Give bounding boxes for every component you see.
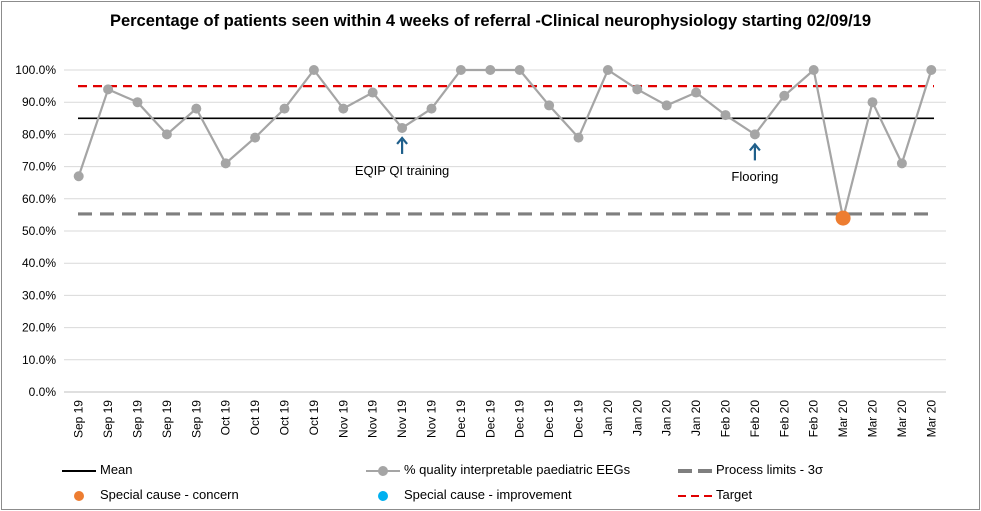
annotation-arrow-head: [396, 136, 408, 145]
y-tick-label: 60.0%: [22, 192, 56, 206]
x-tick-label: Dec 19: [454, 400, 468, 438]
data-point: [544, 100, 555, 111]
series-line: [77, 67, 933, 219]
legend-label-target: Target: [716, 487, 753, 502]
annotation-arrow-head: [749, 142, 761, 152]
legend-label-mean: Mean: [100, 462, 133, 477]
series-line-swatch: [366, 464, 400, 476]
x-tick-label: Mar 20: [895, 400, 909, 438]
special-improvement-swatch: [366, 489, 400, 501]
data-point: [132, 97, 143, 108]
data-point: [308, 65, 319, 75]
y-tick-label: 0.0%: [29, 385, 57, 399]
data-point: [191, 103, 202, 114]
x-tick-label: Sep 19: [160, 400, 174, 438]
x-tick-label: Nov 19: [395, 400, 409, 438]
x-tick-label: Jan 20: [689, 400, 703, 436]
data-point: [279, 103, 290, 114]
x-tick-label: Oct 19: [307, 400, 321, 436]
x-tick-label: Mar 20: [866, 400, 880, 438]
legend-label-special-improvement: Special cause - improvement: [404, 487, 572, 502]
legend-label-series: % quality interpretable paediatric EEGs: [404, 462, 631, 477]
data-point: [426, 103, 437, 114]
legend-item-mean: Mean: [62, 462, 133, 477]
data-point: [573, 132, 584, 143]
y-tick-label: 40.0%: [22, 256, 56, 270]
data-point: [161, 129, 172, 140]
chart-title: Percentage of patients seen within 4 wee…: [109, 12, 872, 30]
y-tick-label: 80.0%: [22, 127, 56, 141]
legend-item-special-improvement: Special cause - improvement: [366, 487, 572, 502]
x-tick-label: Sep 19: [101, 400, 115, 438]
x-tick-label: Sep 19: [131, 400, 145, 438]
x-tick-label: Oct 19: [248, 400, 262, 436]
data-point: [749, 129, 760, 140]
y-tick-label: 20.0%: [22, 321, 56, 335]
y-tick-label: 10.0%: [22, 353, 56, 367]
data-point: [808, 65, 819, 75]
legend-item-process-limits: Process limits - 3σ: [678, 462, 823, 477]
y-tick-label: 50.0%: [22, 224, 56, 238]
x-tick-label: Dec 19: [542, 400, 556, 438]
legend-item-series: % quality interpretable paediatric EEGs: [366, 462, 630, 477]
data-point: [602, 65, 613, 75]
legend-item-target: Target: [678, 487, 752, 502]
x-tick-label: Jan 20: [630, 400, 644, 436]
x-tick-label: Sep 19: [72, 400, 86, 438]
y-tick-label: 30.0%: [22, 288, 56, 302]
y-tick-label: 100.0%: [15, 63, 56, 77]
y-tick-label: 70.0%: [22, 160, 56, 174]
x-tick-label: Feb 20: [807, 400, 821, 438]
special-cause-concern-point: [835, 210, 851, 226]
process-limit-swatch: [678, 464, 712, 476]
data-point: [250, 132, 261, 143]
data-point: [896, 158, 907, 169]
annotation-label: Flooring: [731, 169, 779, 185]
data-point: [485, 65, 496, 75]
x-tick-label: Oct 19: [278, 400, 292, 436]
data-point: [73, 171, 84, 182]
target-swatch: [678, 489, 712, 501]
x-tick-label: Jan 20: [660, 400, 674, 436]
x-tick-label: Dec 19: [572, 400, 586, 438]
data-point: [338, 103, 349, 114]
data-point: [779, 90, 790, 101]
x-tick-label: Dec 19: [483, 400, 497, 438]
x-tick-label: Oct 19: [219, 400, 233, 436]
data-point: [691, 87, 702, 98]
x-tick-label: Feb 20: [748, 400, 762, 438]
legend-item-special-concern: Special cause - concern: [62, 487, 239, 502]
data-point: [220, 158, 231, 169]
data-point: [632, 84, 643, 95]
x-tick-label: Dec 19: [513, 400, 527, 438]
legend-label-special-concern: Special cause - concern: [100, 487, 239, 502]
x-tick-label: Jan 20: [601, 400, 615, 436]
x-tick-label: Feb 20: [719, 400, 733, 438]
data-point: [867, 97, 878, 108]
mean-line-swatch: [62, 464, 96, 476]
x-tick-label: Mar 20: [924, 400, 938, 438]
x-tick-label: Nov 19: [366, 400, 380, 438]
x-tick-label: Sep 19: [189, 400, 203, 438]
legend-label-process-limits: Process limits - 3σ: [716, 462, 823, 477]
data-point: [397, 122, 408, 133]
data-point: [367, 87, 378, 98]
special-concern-swatch: [62, 489, 96, 501]
data-point: [514, 65, 525, 75]
x-tick-label: Feb 20: [777, 400, 791, 438]
annotation-label: EQIP QI training: [354, 162, 450, 178]
data-point: [720, 110, 731, 121]
x-tick-label: Nov 19: [425, 400, 439, 438]
data-point: [103, 84, 114, 95]
x-tick-label: Nov 19: [336, 400, 350, 438]
data-point: [926, 65, 937, 75]
data-point: [455, 65, 466, 75]
x-tick-label: Mar 20: [836, 400, 850, 438]
data-point: [661, 100, 672, 111]
y-tick-label: 90.0%: [22, 95, 56, 109]
